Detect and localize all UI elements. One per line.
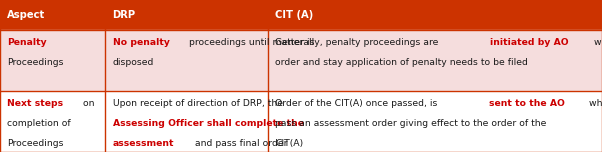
Text: CIT(A): CIT(A) [275, 139, 303, 148]
Text: Proceedings: Proceedings [7, 139, 64, 148]
Bar [0, 0, 602, 30]
Text: Proceedings: Proceedings [7, 58, 64, 67]
Text: on: on [79, 99, 94, 108]
Text: sent to the AO: sent to the AO [488, 99, 565, 108]
Text: assessment: assessment [113, 139, 174, 148]
Text: Upon receipt of direction of DRP, the: Upon receipt of direction of DRP, the [113, 99, 282, 108]
Text: Aspect: Aspect [7, 10, 46, 20]
Text: and pass final order: and pass final order [192, 139, 287, 148]
Text: Order of the CIT(A) once passed, is: Order of the CIT(A) once passed, is [275, 99, 441, 108]
Text: Assessing Officer shall complete the: Assessing Officer shall complete the [113, 119, 303, 128]
Bar [0, 91, 602, 152]
Text: CIT (A): CIT (A) [275, 10, 314, 20]
Text: completion of: completion of [7, 119, 71, 128]
Text: No penalty: No penalty [113, 38, 169, 47]
Text: Penalty: Penalty [7, 38, 47, 47]
Bar [0, 30, 602, 91]
Text: DRP: DRP [113, 10, 135, 20]
Text: Generally, penalty proceedings are: Generally, penalty proceedings are [275, 38, 441, 47]
Text: order and stay application of penalty needs to be filed: order and stay application of penalty ne… [275, 58, 528, 67]
Text: who will: who will [586, 99, 602, 108]
Text: pass an assessment order giving effect to the order of the: pass an assessment order giving effect t… [275, 119, 547, 128]
Text: initiated by AO: initiated by AO [490, 38, 568, 47]
Text: with: with [591, 38, 602, 47]
Text: disposed: disposed [113, 58, 154, 67]
Text: Next steps: Next steps [7, 99, 63, 108]
Text: proceedings until matter is: proceedings until matter is [186, 38, 314, 47]
